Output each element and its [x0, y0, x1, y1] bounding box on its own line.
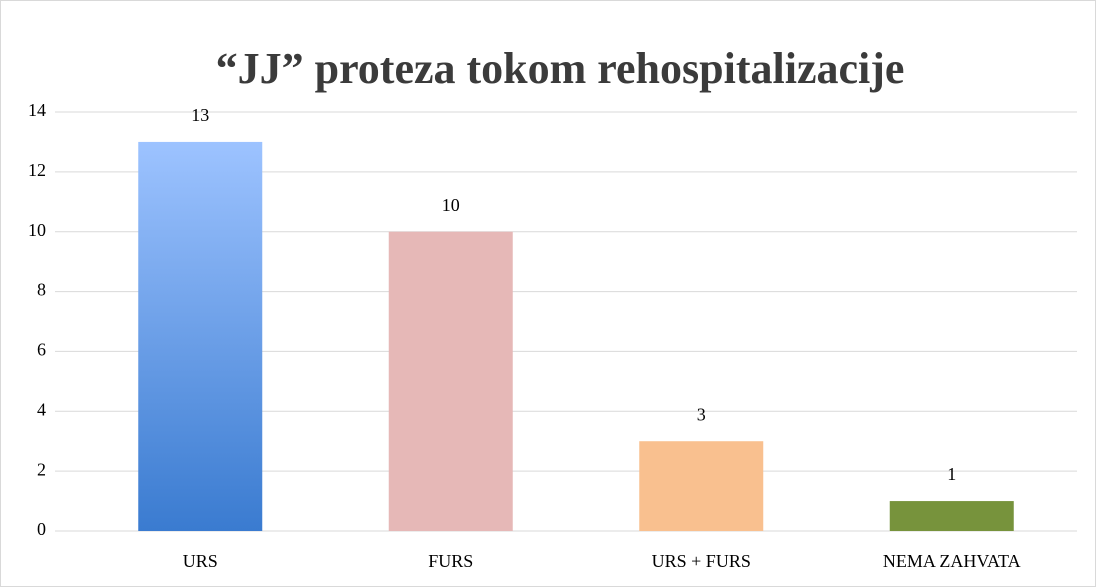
y-tick-label: 10 — [28, 220, 46, 240]
x-tick-label: URS — [183, 551, 218, 571]
y-tick-label: 2 — [37, 459, 46, 479]
y-tick-label: 8 — [37, 280, 46, 300]
value-label: 13 — [191, 105, 209, 125]
y-tick-label: 12 — [28, 160, 46, 180]
bar — [138, 141, 263, 531]
value-label: 3 — [697, 404, 706, 424]
value-label: 1 — [947, 464, 956, 484]
bar — [388, 231, 513, 531]
bar — [889, 501, 1014, 531]
y-tick-label: 0 — [37, 519, 46, 539]
x-tick-label: URS + FURS — [652, 551, 751, 571]
bar — [639, 441, 764, 531]
x-tick-label: FURS — [428, 551, 473, 571]
x-tick-label: NEMA ZAHVATA — [883, 551, 1021, 571]
y-tick-label: 4 — [37, 399, 46, 419]
y-tick-label: 6 — [37, 340, 46, 360]
chart-title: “JJ” proteza tokom rehospitalizacije — [216, 44, 905, 93]
y-tick-label: 14 — [28, 100, 46, 120]
value-label: 10 — [442, 195, 460, 215]
